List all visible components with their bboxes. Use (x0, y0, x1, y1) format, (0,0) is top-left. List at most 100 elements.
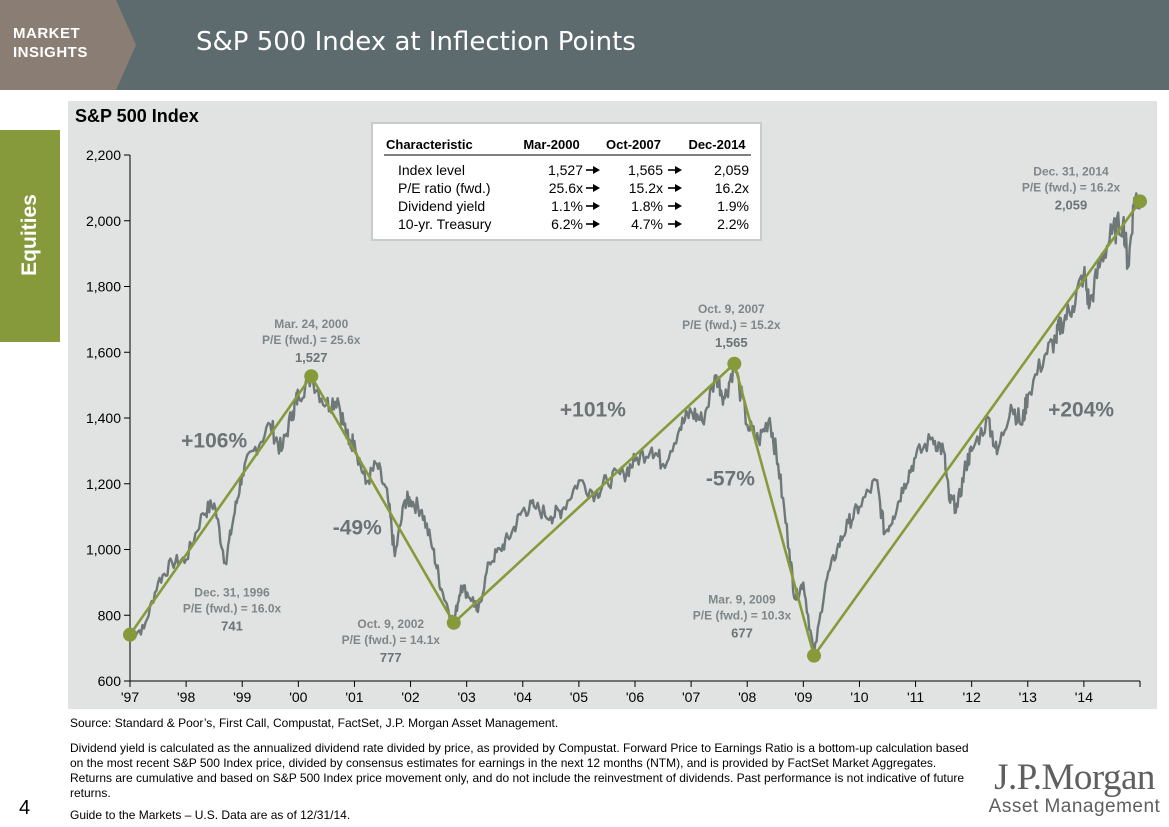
guide-note: Guide to the Markets – U.S. Data are as … (70, 808, 351, 822)
x-tick-label: '06 (626, 689, 644, 705)
inflection-value-label: 1,527 (295, 350, 328, 365)
y-tick-label: 1,800 (86, 279, 121, 295)
index-line-group (129, 192, 1142, 657)
inflection-pe-label: P/E (fwd.) = 16.0x (183, 602, 282, 616)
table-arrow-head-icon (675, 220, 682, 228)
y-tick-label: 1,000 (86, 542, 121, 558)
inflection-value-label: 1,565 (715, 335, 748, 350)
inflection-point-marker (1133, 194, 1147, 209)
inflection-trend-line (128, 200, 1142, 659)
source-note: Source: Standard & Poor’s, First Call, C… (70, 716, 559, 730)
inflection-date-label: Mar. 9, 2009 (708, 593, 776, 607)
inflection-point-marker (806, 648, 821, 663)
table-value-cell: 2,059 (714, 162, 749, 178)
disclosure-notes: Dividend yield is calculated as the annu… (70, 741, 969, 800)
inflection-date-label: Oct. 9, 2007 (698, 302, 765, 316)
trend-line-group (123, 194, 1147, 663)
logo-main-text: J.P.Morgan (994, 757, 1155, 798)
table-value-cell: 1.9% (717, 198, 749, 214)
y-tick-label: 800 (98, 607, 122, 623)
table-value-cell: 1,527 (548, 162, 583, 178)
x-tick-label: '11 (907, 689, 924, 705)
brand-line-1: MARKET (13, 25, 81, 42)
segment-return-label: +204% (1048, 398, 1114, 421)
inflection-pe-label: P/E (fwd.) = 16.2x (1022, 180, 1121, 194)
y-tick-label: 600 (98, 673, 122, 689)
x-tick-label: '08 (738, 689, 756, 705)
returns-group: +106% -49% +101% -57% +204% (181, 398, 1114, 539)
table-row-label: P/E ratio (fwd.) (398, 180, 491, 196)
brand-line-2: INSIGHTS (13, 44, 88, 61)
table-header-cell: Oct-2007 (606, 137, 661, 152)
chart-title: S&P 500 Index (75, 106, 199, 126)
inflection-point-marker (446, 615, 461, 630)
segment-return-label: +101% (560, 398, 626, 421)
table-value-cell: 2.2% (717, 216, 749, 232)
x-tick-label: '98 (177, 689, 195, 705)
brand-label: MARKET INSIGHTS (13, 24, 88, 62)
inflection-date-label: Mar. 24, 2000 (274, 317, 348, 331)
table-row-label: 10-yr. Treasury (398, 216, 491, 232)
inflection-point-marker (304, 369, 319, 384)
x-tick-label: '01 (345, 689, 363, 705)
table-value-cell: 25.6x (549, 180, 583, 196)
header-bar: MARKET INSIGHTS S&P 500 Index at Inflect… (0, 0, 1169, 90)
table-header-cell: Dec-2014 (688, 137, 746, 152)
section-tab-label: Equities (18, 194, 41, 276)
x-tick-label: '99 (233, 689, 251, 705)
inflection-date-label: Dec. 31, 1996 (194, 586, 270, 600)
inflection-value-label: 677 (731, 626, 753, 641)
inflection-pe-label: P/E (fwd.) = 14.1x (342, 633, 441, 647)
logo-sub-text: Asset Management (988, 796, 1161, 817)
y-tick-label: 1,400 (86, 410, 121, 426)
table-arrow-head-icon (593, 184, 600, 192)
table-value-cell: 1.8% (631, 198, 663, 214)
table-value-cell: 1.1% (551, 198, 583, 214)
table-value-cell: 15.2x (629, 180, 663, 196)
table-arrow-head-icon (593, 166, 600, 174)
table-row-label: Index level (398, 162, 465, 178)
x-tick-label: '09 (794, 689, 812, 705)
table-value-cell: 16.2x (715, 180, 749, 196)
inflection-date-label: Dec. 31, 2014 (1033, 164, 1109, 178)
x-tick-label: '14 (1075, 689, 1093, 705)
inflection-point-marker (123, 627, 137, 642)
table-value-cell: 6.2% (551, 216, 583, 232)
x-tick-label: '02 (401, 689, 419, 705)
table-arrow-head-icon (675, 166, 682, 174)
inflection-pe-label: P/E (fwd.) = 15.2x (682, 318, 781, 332)
inflection-date-label: Oct. 9, 2002 (357, 617, 424, 631)
section-tab[interactable]: Equities (0, 130, 60, 342)
page-number: 4 (19, 797, 31, 819)
segment-return-label: +106% (181, 430, 247, 453)
inflection-pe-label: P/E (fwd.) = 10.3x (693, 609, 792, 623)
sp500-chart: S&P 500 Index 600 800 1,000 1,200 1,400 1,600… (75, 106, 1147, 705)
chart-axes: 600 800 1,000 1,200 1,400 1,600 1,800 2,000 2,20… (86, 147, 1141, 705)
characteristics-table: Characteristic Mar-2000 Oct-2007 Dec-2014 In… (371, 122, 762, 241)
inflection-value-label: 777 (380, 650, 402, 665)
brand-tab (0, 0, 136, 90)
table-arrow-head-icon (593, 220, 600, 228)
x-tick-label: '10 (850, 689, 868, 705)
x-tick-label: '03 (458, 689, 476, 705)
x-tick-label: '12 (963, 689, 981, 705)
table-value-cell: 1,565 (628, 162, 663, 178)
x-tick-label: '05 (570, 689, 588, 705)
segment-return-label: -49% (333, 517, 382, 540)
chart-panel: S&P 500 Index 600 800 1,000 1,200 1,400 1,600… (68, 101, 1157, 709)
page-title: S&P 500 Index at Inflection Points (196, 27, 636, 57)
annotations-group: Dec. 31, 1996 P/E (fwd.) = 16.0x 741 Mar. 2… (183, 164, 1121, 664)
inflection-value-label: 2,059 (1055, 197, 1088, 212)
x-tick-label: '13 (1019, 689, 1037, 705)
inflection-pe-label: P/E (fwd.) = 25.6x (262, 333, 361, 347)
x-tick-label: '00 (289, 689, 307, 705)
jpmorgan-logo: J.P.Morgan Asset Management (987, 757, 1162, 818)
table-header-cell: Mar-2000 (523, 137, 579, 152)
x-tick-label: '07 (682, 689, 700, 705)
x-tick-label: '04 (514, 689, 532, 705)
inflection-point-marker (727, 356, 742, 371)
table-row-label: Dividend yield (398, 198, 485, 214)
table-value-cell: 4.7% (631, 216, 663, 232)
y-tick-label: 2,000 (86, 213, 121, 229)
x-tick-label: '97 (121, 689, 139, 705)
